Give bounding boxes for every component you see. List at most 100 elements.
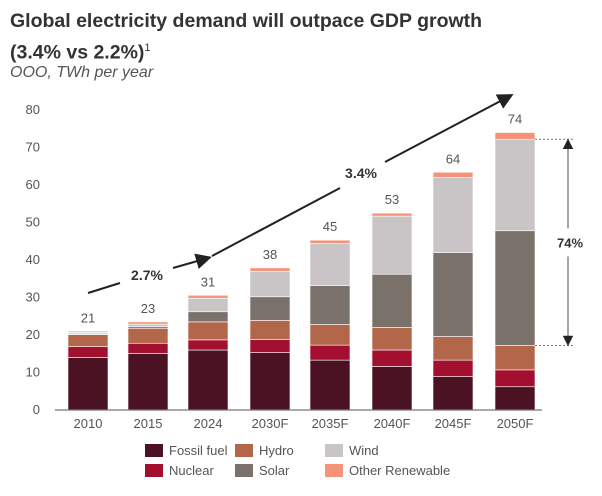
- bar-segment-nuclear: [127, 342, 169, 354]
- bar-segment-other-renewable: [249, 267, 291, 272]
- bar-segment-solar: [371, 273, 413, 328]
- cagr-label-1: 2.7%: [131, 267, 163, 283]
- y-tick-label: 0: [33, 402, 40, 417]
- bar-total-label: 21: [81, 310, 95, 325]
- y-tick-label: 70: [26, 140, 40, 155]
- bar-segment-fossil-fuel: [494, 386, 536, 411]
- bar-total-label: 53: [385, 192, 399, 207]
- bar-segment-wind: [432, 177, 474, 253]
- title-line-1: Global electricity demand will outpace G…: [10, 10, 483, 32]
- renewable-share-label: 74%: [557, 235, 583, 250]
- legend-item: Other Renewable: [325, 463, 465, 478]
- y-tick-label: 40: [26, 252, 40, 267]
- legend-swatch: [325, 444, 343, 457]
- legend-item: Hydro: [235, 443, 325, 458]
- legend-swatch: [145, 464, 163, 477]
- bar-segment-nuclear: [309, 344, 351, 361]
- bar-segment-hydro: [309, 324, 351, 346]
- x-tick-label: 2024: [194, 416, 223, 431]
- legend-label: Solar: [259, 463, 290, 478]
- bar-segment-hydro: [371, 327, 413, 351]
- legend: Fossil fuel Hydro Wind Nuclear Solar Other Re…: [145, 443, 465, 478]
- legend-item: Fossil fuel: [145, 443, 235, 458]
- legend-label: Fossil fuel: [169, 443, 228, 458]
- bar-segment-nuclear: [67, 346, 109, 358]
- x-tick-label: 2050F: [497, 416, 534, 431]
- bar-segment-other-renewable: [432, 171, 474, 178]
- legend-swatch: [235, 444, 253, 457]
- y-tick-label: 60: [26, 177, 40, 192]
- y-tick-label: 30: [26, 290, 40, 305]
- bar-segment-fossil-fuel: [187, 349, 229, 411]
- growth-line-1a: [87, 282, 121, 294]
- title-line-2: (3.4% vs 2.2%): [10, 41, 145, 64]
- bar-segment-fossil-fuel: [67, 357, 109, 411]
- bar-segment-other-renewable: [309, 239, 351, 244]
- bar-total-label: 45: [323, 219, 337, 234]
- x-tick-label: 2035F: [312, 416, 349, 431]
- bar-segment-fossil-fuel: [249, 352, 291, 411]
- x-tick-label: 2045F: [435, 416, 472, 431]
- bar-segment-hydro: [249, 320, 291, 340]
- y-tick-label: 10: [26, 365, 40, 380]
- bar-segment-other-renewable: [127, 321, 169, 325]
- bar-segment-solar: [249, 296, 291, 321]
- bar-segment-solar: [432, 252, 474, 337]
- growth-line-2a: [211, 187, 341, 257]
- bar-segment-solar: [187, 311, 229, 323]
- bar-segment-other-renewable: [187, 294, 229, 299]
- growth-arrow-1: [172, 253, 212, 269]
- bar-segment-fossil-fuel: [432, 376, 474, 411]
- bar-segment-other-renewable: [494, 132, 536, 140]
- bar-segment-fossil-fuel: [309, 359, 351, 411]
- bar-segment-solar: [309, 285, 351, 325]
- bar-segment-other-renewable: [371, 212, 413, 217]
- chart-title: Global electricity demand will outpace G…: [10, 8, 590, 67]
- legend-item: Nuclear: [145, 463, 235, 478]
- y-tick-label: 20: [26, 327, 40, 342]
- bar-segment-nuclear: [249, 339, 291, 353]
- x-tick-label: 2015: [134, 416, 163, 431]
- x-tick-label: 2040F: [374, 416, 411, 431]
- legend-item: Wind: [325, 443, 465, 458]
- bar-total-label: 38: [263, 247, 277, 262]
- legend-swatch: [145, 444, 163, 457]
- legend-label: Nuclear: [169, 463, 214, 478]
- bar-segment-wind: [371, 215, 413, 275]
- chart-subtitle: OOO, TWh per year: [10, 64, 154, 81]
- bar-segment-wind: [187, 297, 229, 313]
- legend-label: Hydro: [259, 443, 294, 458]
- bar-total-label: 23: [141, 301, 155, 316]
- legend-item: Solar: [235, 463, 325, 478]
- bar-segment-other-renewable: [67, 330, 109, 333]
- bar-segment-nuclear: [432, 359, 474, 377]
- x-tick-label: 2010: [74, 416, 103, 431]
- legend-label: Wind: [349, 443, 379, 458]
- bar-segment-nuclear: [371, 349, 413, 367]
- bar-total-label: 31: [201, 274, 215, 289]
- bar-segment-fossil-fuel: [127, 353, 169, 411]
- y-tick-label: 80: [26, 102, 40, 117]
- legend-label: Other Renewable: [349, 463, 451, 478]
- bar-segment-nuclear: [494, 369, 536, 388]
- bar-total-label: 74: [508, 112, 522, 127]
- bar-segment-wind: [494, 138, 536, 232]
- growth-arrow-2: [384, 94, 514, 163]
- bar-segment-hydro: [494, 345, 536, 371]
- bar-segment-fossil-fuel: [371, 366, 413, 411]
- cagr-label-2: 3.4%: [345, 165, 377, 181]
- legend-swatch: [235, 464, 253, 477]
- bar-segment-hydro: [67, 334, 109, 347]
- x-tick-label: 2030F: [252, 416, 289, 431]
- bar-segment-hydro: [127, 327, 169, 344]
- bar-segment-wind: [127, 323, 169, 328]
- legend-swatch: [325, 464, 343, 477]
- bar-segment-hydro: [187, 321, 229, 341]
- bar-segment-wind: [249, 270, 291, 298]
- bar-segment-wind: [309, 243, 351, 286]
- bar-segment-nuclear: [187, 339, 229, 351]
- bar-segment-solar: [494, 230, 536, 346]
- y-tick-label: 50: [26, 215, 40, 230]
